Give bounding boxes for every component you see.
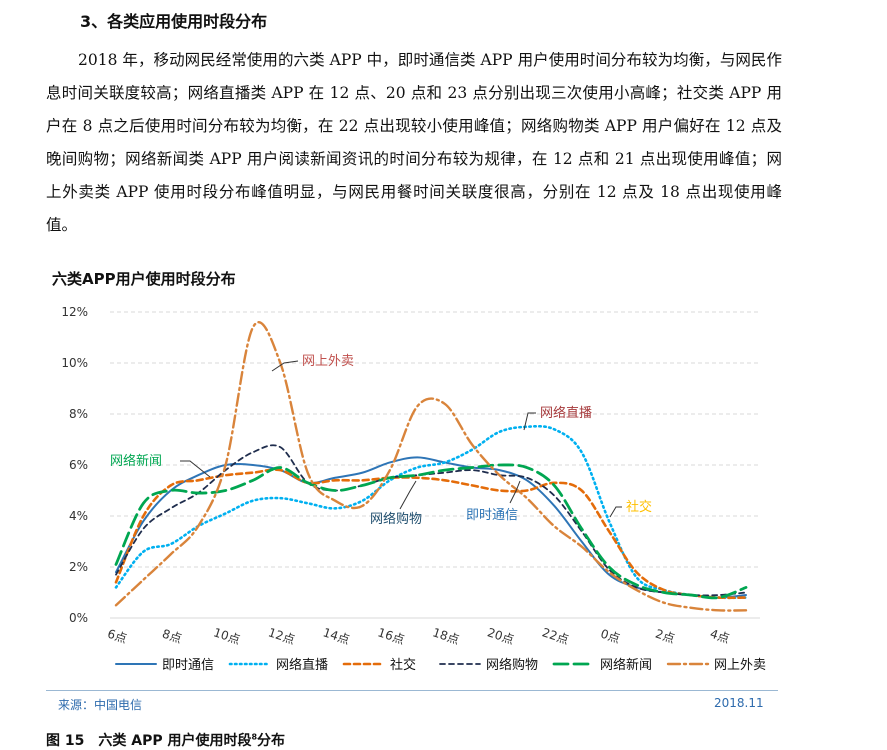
figure-caption: 图 15 六类 APP 用户使用时段8分布 xyxy=(46,732,286,749)
x-tick-label: 2点 xyxy=(654,627,677,646)
series-lines xyxy=(114,320,748,612)
annotation-leader xyxy=(523,412,536,431)
x-tick-label: 6点 xyxy=(106,627,129,646)
date-note: 2018.11 xyxy=(714,696,764,710)
y-tick-label: 8% xyxy=(69,407,88,421)
line-chart: 0% 2% 4% 6% 8% 10% 12% 6点 8点 10点 12点 14点 16点 18点 20点 2… xyxy=(61,305,766,673)
annotation-label: 网络直播 xyxy=(540,405,592,421)
x-tick-label: 4点 xyxy=(708,627,731,646)
annotation-leader xyxy=(399,480,417,510)
annotation-leader xyxy=(509,480,521,504)
x-tick-label: 22点 xyxy=(540,625,570,647)
y-tick-label: 0% xyxy=(69,611,88,625)
annotation-label: 网络购物 xyxy=(370,511,422,527)
annotation-label: 网络新闻 xyxy=(110,453,162,469)
x-tick-label: 10点 xyxy=(212,625,242,647)
legend-label: 即时通信 xyxy=(162,658,214,673)
x-tick-label: 8点 xyxy=(161,627,184,646)
divider xyxy=(46,690,778,691)
legend-label: 社交 xyxy=(390,657,416,673)
series-line-1 xyxy=(115,456,747,599)
annotation-leader xyxy=(180,460,211,478)
x-tick-label: 20点 xyxy=(486,625,516,647)
x-tick-label: 14点 xyxy=(321,625,351,647)
x-tick-label: 0点 xyxy=(599,627,622,646)
annotation-label: 社交 xyxy=(626,499,652,515)
y-tick-label: 10% xyxy=(61,356,88,370)
y-tick-label: 12% xyxy=(61,305,88,319)
series-line-3 xyxy=(114,468,748,600)
x-tick-label: 18点 xyxy=(431,625,461,647)
series-line-2 xyxy=(114,424,748,600)
legend-label: 网络购物 xyxy=(486,657,538,673)
legend-label: 网络新闻 xyxy=(600,657,652,673)
x-axis: 6点 8点 10点 12点 14点 16点 18点 20点 22点 0点 2点 4点 xyxy=(106,625,732,647)
x-tick-label: 16点 xyxy=(376,625,406,647)
annotation-label: 即时通信 xyxy=(466,508,518,523)
chart-title: 六类APP用户使用时段分布 xyxy=(52,270,236,288)
legend-label: 网络直播 xyxy=(276,657,328,673)
y-tick-label: 2% xyxy=(69,560,88,574)
annotation-leader xyxy=(609,506,622,518)
x-tick-label: 12点 xyxy=(266,625,296,647)
body-paragraph: 2018 年，移动网民经常使用的六类 APP 中，即时通信类 APP 用户使用时… xyxy=(46,51,782,234)
section-heading: 3、各类应用使用时段分布 xyxy=(80,12,268,31)
series-line-6 xyxy=(114,320,748,612)
annotation-label: 网上外卖 xyxy=(302,354,354,369)
y-axis: 0% 2% 4% 6% 8% 10% 12% xyxy=(61,305,88,625)
y-tick-label: 4% xyxy=(69,509,88,523)
source-note: 来源：中国电信 xyxy=(58,698,143,712)
y-tick-label: 6% xyxy=(69,458,88,472)
annotation-leader xyxy=(271,360,299,372)
legend-label: 网上外卖 xyxy=(714,658,766,673)
legend: 即时通信 网络直播 社交 网络购物 网络新闻 网上外卖 xyxy=(115,657,766,673)
series-line-5 xyxy=(114,463,748,600)
